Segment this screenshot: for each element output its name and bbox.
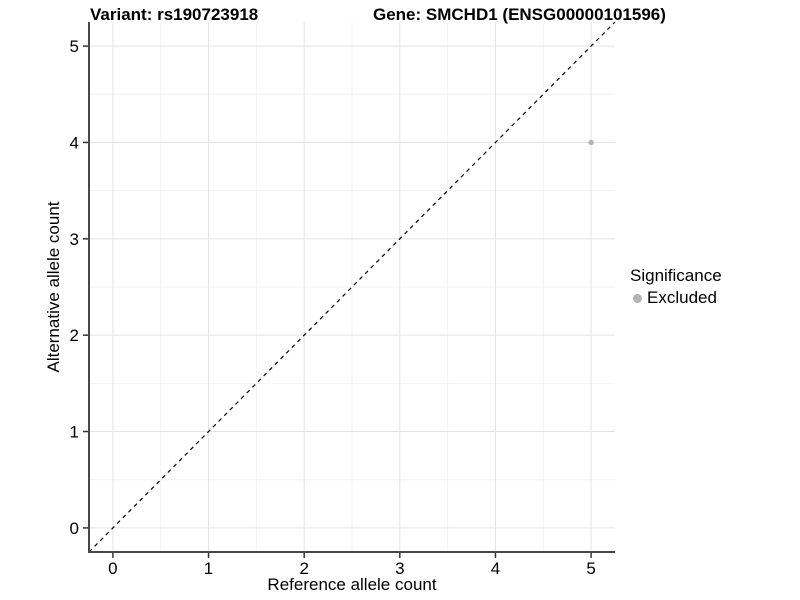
y-tick-label: 2 [70,326,79,345]
data-point-excluded [588,139,594,146]
legend-title: Significance [630,266,722,285]
x-tick-label: 3 [395,559,404,578]
x-axis-title: Reference allele count [267,575,437,594]
legend-point-icon [633,293,642,303]
x-tick-label: 0 [108,559,117,578]
x-tick-label: 5 [586,559,595,578]
y-tick-label: 5 [70,37,79,56]
x-tick-label: 4 [491,559,500,578]
y-tick-label: 3 [70,230,79,249]
y-tick-label: 0 [70,519,79,538]
y-tick-label: 4 [70,133,79,152]
legend-item-excluded: Excluded [630,288,722,308]
x-tick-label: 1 [204,559,213,578]
y-tick-label: 1 [70,423,79,442]
plot-title-variant: Variant: rs190723918 [90,5,259,24]
legend: Significance Excluded [630,266,722,308]
x-tick-label: 2 [299,559,308,578]
y-axis-title: Alternative allele count [44,201,63,373]
legend-item-label: Excluded [647,288,717,307]
plot-title-gene: Gene: SMCHD1 (ENSG00000101596) [373,5,666,24]
